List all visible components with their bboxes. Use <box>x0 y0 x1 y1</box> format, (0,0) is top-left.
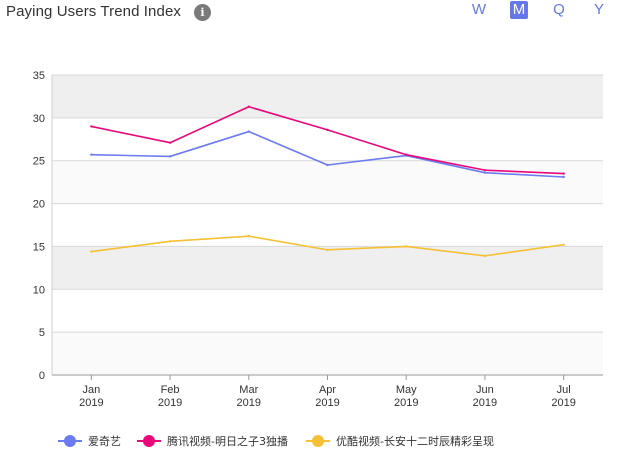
data-point <box>562 243 565 246</box>
legend-label: 爱奇艺 <box>88 435 121 448</box>
data-point <box>90 125 93 128</box>
x-tick-label-month: Jun <box>476 384 494 396</box>
grid-band <box>52 332 603 375</box>
grid-band <box>52 160 603 204</box>
data-point <box>405 245 408 248</box>
grid-band <box>52 75 603 118</box>
period-q-button[interactable]: Q <box>553 1 565 18</box>
x-tick-label-year: 2019 <box>315 397 339 409</box>
y-tick-label: 35 <box>33 70 45 82</box>
data-point <box>483 168 487 172</box>
data-point <box>483 171 487 174</box>
x-tick-label-year: 2019 <box>473 397 497 409</box>
x-tick-label-year: 2019 <box>394 397 418 409</box>
legend-swatch-icon <box>58 434 82 448</box>
grid-band <box>52 246 603 290</box>
data-point <box>168 141 172 144</box>
period-y-button[interactable]: Y <box>593 1 604 18</box>
data-point <box>326 128 329 132</box>
data-point <box>562 172 565 175</box>
data-point <box>483 254 487 258</box>
y-tick-label: 0 <box>39 370 45 382</box>
data-point <box>168 240 172 243</box>
data-point <box>247 130 250 133</box>
x-tick-label-month: Jan <box>82 384 100 396</box>
data-point <box>247 234 250 238</box>
x-tick-label-month: May <box>396 384 417 396</box>
x-tick-label-year: 2019 <box>237 397 261 409</box>
x-tick-label-year: 2019 <box>551 397 575 409</box>
data-point <box>90 250 93 253</box>
period-m-button[interactable]: M <box>510 1 528 19</box>
x-tick-label-year: 2019 <box>158 397 182 409</box>
legend-swatch-icon <box>137 434 161 448</box>
x-tick-label-year: 2019 <box>79 397 103 409</box>
legend-swatch-icon <box>306 434 330 448</box>
chart-header: Paying Users Trend Index i W M Q Y <box>0 0 618 24</box>
y-tick-label: 30 <box>33 113 45 125</box>
data-point <box>326 163 329 167</box>
data-point <box>326 248 329 252</box>
data-point <box>168 155 172 158</box>
period-w-button[interactable]: W <box>471 1 487 18</box>
chart-title: Paying Users Trend Index <box>6 3 181 20</box>
legend-label: 腾讯视频-明日之子3独播 <box>167 435 288 448</box>
legend-item[interactable]: 优酷视频-长安十二时辰精彩呈现 <box>306 432 494 450</box>
legend-item[interactable]: 爱奇艺 <box>58 432 121 450</box>
y-tick-label: 15 <box>33 241 45 253</box>
y-tick-label: 10 <box>33 284 45 296</box>
x-tick-label-month: Mar <box>239 384 258 396</box>
x-tick-label-month: Feb <box>161 384 180 396</box>
data-point <box>562 175 565 179</box>
y-tick-label: 20 <box>33 199 45 211</box>
line-chart: 05101520253035Jan2019Feb2019Mar2019Apr20… <box>33 70 603 409</box>
y-tick-label: 25 <box>33 156 45 168</box>
info-icon[interactable]: i <box>194 4 211 21</box>
data-point <box>90 153 93 156</box>
data-point <box>247 105 250 108</box>
x-tick-label-month: Jul <box>557 384 571 396</box>
legend-item[interactable]: 腾讯视频-明日之子3独播 <box>137 432 288 450</box>
x-tick-label-month: Apr <box>319 384 336 396</box>
legend-label: 优酷视频-长安十二时辰精彩呈现 <box>336 435 494 448</box>
data-point <box>405 153 408 156</box>
y-tick-label: 5 <box>39 327 45 339</box>
